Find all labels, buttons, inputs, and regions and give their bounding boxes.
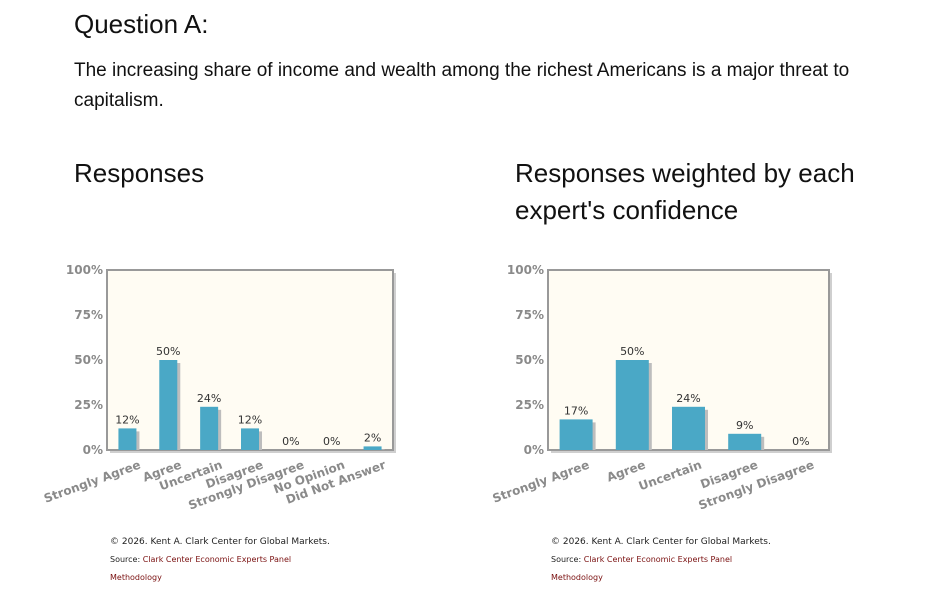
- methodology-link[interactable]: Methodology: [110, 573, 162, 582]
- data-label-strongly-agree: 12%: [115, 413, 139, 426]
- bar-strongly-agree: [118, 428, 137, 450]
- data-label-strongly-disagree: 0%: [282, 435, 299, 448]
- data-label-strongly-agree: 17%: [564, 404, 588, 417]
- bar-uncertain: [672, 406, 705, 450]
- category-label-strongly-agree: Strongly Agree: [42, 458, 143, 506]
- category-label-uncertain: Uncertain: [637, 458, 704, 494]
- bar-did-not-answer: [363, 446, 382, 450]
- copyright-text: © 2026. Kent A. Clark Center for Global …: [110, 537, 330, 547]
- data-label-uncertain: 24%: [676, 392, 700, 405]
- y-tick-label: 0%: [83, 443, 103, 457]
- y-tick-label: 75%: [74, 308, 103, 322]
- responses-chart: 0%25%50%75%100%12%Strongly Agree50%Agree…: [42, 263, 396, 513]
- data-label-no-opinion: 0%: [323, 435, 340, 448]
- y-tick-label: 50%: [515, 353, 544, 367]
- weighted-responses-footer: © 2026. Kent A. Clark Center for Global …: [551, 533, 771, 587]
- category-label-strongly-agree: Strongly Agree: [491, 458, 592, 506]
- source-link[interactable]: Clark Center Economic Experts Panel: [583, 555, 733, 564]
- weighted-responses-panel: Responses weighted by each expert's conf…: [491, 155, 935, 605]
- question-text: The increasing share of income and wealt…: [74, 60, 850, 111]
- responses-panel: Responses 0% 25% 50% 75% 100% 12% Strongly Agr…: [42, 155, 494, 605]
- data-label-strongly-disagree: 0%: [792, 435, 809, 448]
- bar-uncertain: [200, 406, 219, 450]
- bar-strongly-agree: [559, 419, 593, 450]
- weighted-responses-chart: 0%25%50%75%100%17%Strongly Agree50%Agree…: [491, 263, 832, 513]
- responses-footer: © 2026. Kent A. Clark Center for Global …: [110, 533, 330, 587]
- y-tick-label: 25%: [515, 398, 544, 412]
- copyright-text: © 2026. Kent A. Clark Center for Global …: [551, 537, 771, 547]
- bar-agree: [615, 360, 649, 450]
- y-tick-label: 25%: [74, 398, 103, 412]
- y-tick-label: 100%: [507, 263, 544, 277]
- responses-heading: Responses: [74, 158, 205, 188]
- weighted-responses-heading: Responses weighted by each expert's conf…: [515, 158, 855, 225]
- question-title: Question A:: [74, 9, 209, 39]
- data-label-agree: 50%: [156, 345, 180, 358]
- source-prefix: Source:: [551, 555, 584, 564]
- y-tick-label: 50%: [74, 353, 103, 367]
- plot-area: [106, 269, 394, 451]
- bar-agree: [159, 360, 178, 450]
- data-label-did-not-answer: 2%: [364, 431, 381, 444]
- y-tick-label: 100%: [66, 263, 103, 277]
- data-label-uncertain: 24%: [197, 392, 221, 405]
- y-tick-label: 75%: [515, 308, 544, 322]
- source-line: Source: Clark Center Economic Experts Pa…: [110, 551, 330, 569]
- source-line: Source: Clark Center Economic Experts Pa…: [551, 551, 771, 569]
- y-tick-label: 0%: [524, 443, 544, 457]
- source-link[interactable]: Clark Center Economic Experts Panel: [142, 555, 292, 564]
- data-label-disagree: 9%: [736, 419, 753, 432]
- data-label-agree: 50%: [620, 345, 644, 358]
- source-prefix: Source:: [110, 555, 143, 564]
- bar-disagree: [241, 428, 259, 450]
- bar-disagree: [728, 433, 762, 450]
- data-label-disagree: 12%: [238, 413, 262, 426]
- methodology-link[interactable]: Methodology: [551, 573, 603, 582]
